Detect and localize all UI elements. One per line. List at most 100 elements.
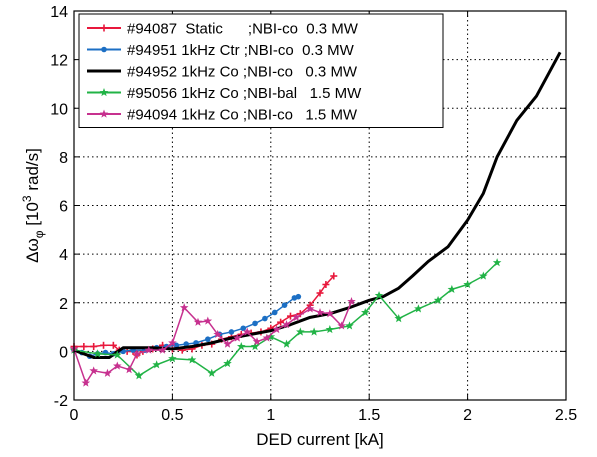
data-point: [113, 350, 122, 359]
data-point: [271, 309, 278, 316]
data-point: [173, 342, 180, 349]
x-tick-label: 0: [70, 407, 79, 424]
data-point: [203, 316, 213, 325]
series-layer: [69, 51, 562, 387]
data-point: [237, 342, 246, 351]
data-point: [101, 46, 107, 53]
data-point: [240, 325, 247, 332]
data-point: [277, 318, 285, 326]
legend-label: #94087 Static ;NBI-co 0.3 MW: [127, 21, 359, 38]
data-point: [168, 338, 177, 347]
data-point: [345, 321, 354, 330]
data-point: [99, 88, 109, 97]
data-point: [207, 368, 217, 377]
legend-item: #94952 1kHz Co ;NBI-co 0.3 MW: [87, 64, 358, 81]
data-point: [252, 337, 262, 346]
data-point: [89, 366, 98, 375]
x-axis-title: DED current [kA]: [256, 430, 384, 449]
data-point: [100, 24, 108, 32]
y-tick-label: -2: [54, 393, 68, 410]
data-point: [325, 324, 335, 334]
series-line: [73, 51, 562, 359]
legend-label: #94952 1kHz Co ;NBI-co 0.3 MW: [127, 64, 358, 81]
data-point: [93, 349, 102, 358]
data-point: [81, 378, 91, 387]
data-point: [99, 109, 109, 118]
data-point: [447, 284, 457, 294]
legend-box: [78, 13, 444, 128]
data-point: [305, 304, 315, 313]
data-point: [479, 271, 488, 280]
data-point: [463, 280, 472, 289]
data-point: [282, 320, 291, 329]
data-point: [213, 329, 222, 338]
x-tick-label: 2.5: [555, 407, 577, 424]
data-point: [193, 317, 203, 326]
data-point: [492, 258, 502, 267]
y-tick-label: 12: [50, 53, 68, 70]
data-point: [113, 361, 122, 370]
data-point: [282, 339, 291, 348]
data-point: [295, 293, 302, 300]
data-point: [144, 345, 154, 354]
data-point: [433, 295, 443, 304]
series-3: [73, 51, 562, 359]
data-point: [228, 329, 235, 335]
data-point: [330, 272, 338, 280]
y-axis-title-unit-open: [10: [23, 202, 42, 230]
data-point: [394, 314, 403, 323]
legend-label: #95056 1kHz Co ;NBI-bal 1.5 MW: [127, 85, 362, 102]
data-point: [205, 336, 211, 343]
y-axis-title-unit-close: rad/s]: [23, 148, 42, 195]
x-tick-label: 2: [463, 407, 472, 424]
data-point: [272, 324, 281, 334]
data-point: [223, 339, 232, 348]
data-point: [250, 342, 260, 351]
legend-item: #94087 Static ;NBI-co 0.3 MW: [87, 21, 359, 38]
legend: #94087 Static ;NBI-co 0.3 MW #94951 1kHz …: [78, 13, 444, 128]
data-point: [296, 327, 305, 336]
y-axis-title: Δωφ [103 rad/s]: [20, 148, 46, 263]
data-point: [80, 343, 88, 351]
y-tick-label: 6: [59, 199, 68, 216]
y-tick-label: 4: [59, 247, 68, 264]
x-tick-label: 0.5: [161, 407, 183, 424]
y-axis-title-symbol: Δω: [23, 238, 42, 263]
y-tick-label: 10: [50, 101, 68, 118]
legend-label: #94094 1kHz Co ;NBI-co 1.5 MW: [127, 107, 358, 124]
data-point: [242, 327, 252, 336]
data-point: [347, 297, 356, 306]
y-tick-label: 14: [50, 4, 68, 21]
data-point: [168, 354, 177, 363]
y-axis-title-subscript: φ: [32, 230, 46, 238]
data-point: [262, 315, 268, 322]
y-tick-label: 8: [59, 150, 68, 167]
data-point: [292, 312, 301, 321]
data-point: [187, 355, 197, 364]
data-point: [360, 307, 370, 317]
series-4: [69, 258, 502, 380]
data-point: [414, 304, 423, 313]
data-point: [266, 332, 276, 341]
data-point: [233, 333, 242, 342]
data-point: [109, 341, 117, 349]
data-point: [103, 368, 112, 377]
data-point: [309, 327, 319, 336]
data-point: [322, 281, 330, 289]
legend-item: #94951 1kHz Ctr ;NBI-co 0.3 MW: [87, 42, 355, 59]
data-point: [158, 345, 167, 354]
data-point: [315, 307, 325, 317]
legend-item: #94094 1kHz Co ;NBI-co 1.5 MW: [87, 107, 358, 124]
data-point: [152, 360, 161, 369]
y-tick-label: 2: [59, 296, 68, 313]
x-tick-label: 1.5: [358, 407, 380, 424]
data-point: [281, 302, 288, 308]
data-point: [262, 333, 272, 342]
legend-item: #95056 1kHz Co ;NBI-bal 1.5 MW: [87, 85, 362, 102]
data-point: [100, 341, 108, 349]
data-point: [374, 290, 384, 300]
data-point: [252, 320, 258, 327]
